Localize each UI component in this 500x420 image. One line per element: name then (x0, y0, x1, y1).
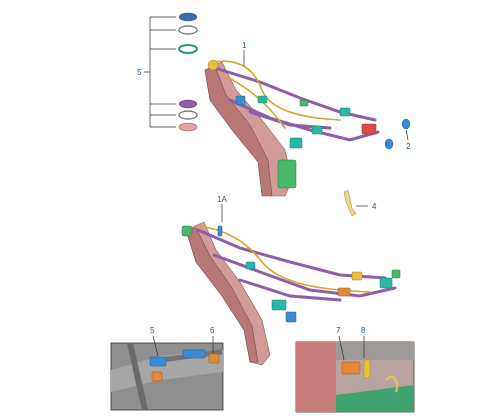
callout-5-inset: 5 (150, 326, 155, 335)
callout-5-ring-stack: 5 (137, 68, 142, 77)
inset-right-detail (295, 335, 415, 413)
callout-4: 4 (372, 202, 377, 211)
part-4-bracket (343, 189, 368, 217)
callout-2: 2 (406, 142, 411, 151)
inset-left-detail (110, 335, 224, 411)
part-2-grommets (384, 118, 411, 150)
callout-8: 8 (361, 326, 366, 335)
callout-1: 1 (242, 41, 247, 50)
part-5-ring-stack (144, 12, 198, 132)
callout-1a: 1A (217, 195, 227, 204)
lower-frame-assembly (181, 221, 401, 366)
callout-7: 7 (336, 326, 341, 335)
upper-frame-assembly (204, 59, 380, 197)
callout-6-inset: 6 (210, 326, 215, 335)
